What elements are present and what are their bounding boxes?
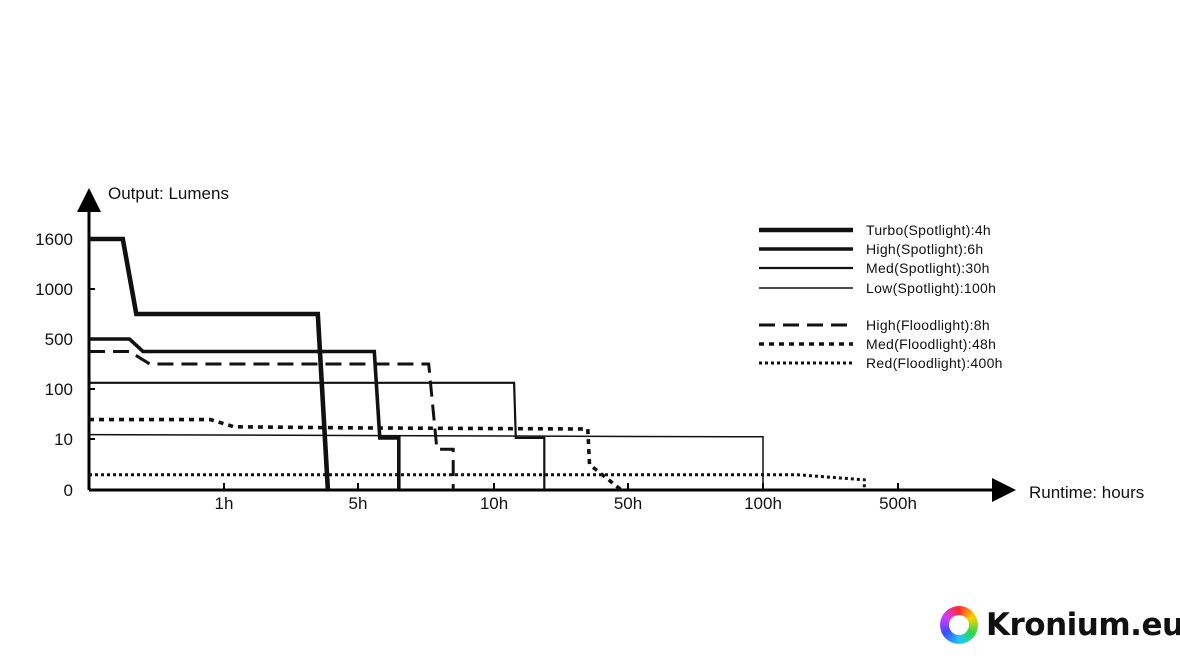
x-tick-label: 500h (879, 494, 917, 513)
ticks: 0 10 100 500 1000 1600 1h 5h 10h 50h 100h 500h (35, 230, 917, 513)
y-tick-label: 0 (64, 481, 73, 500)
series-line (89, 236, 331, 491)
legend-label: Med(Floodlight):48h (866, 336, 996, 352)
series-line (88, 433, 764, 490)
series-line (89, 417, 623, 492)
legend-label: High(Spotlight):6h (866, 241, 983, 257)
y-axis-arrow-icon (77, 188, 101, 212)
series-layer (88, 236, 866, 492)
x-axis-arrow-icon (992, 478, 1016, 502)
legend-label: Med(Spotlight):30h (866, 260, 990, 276)
x-tick-label: 50h (614, 494, 642, 513)
x-tick-label: 1h (215, 494, 234, 513)
series-line (89, 381, 546, 490)
x-tick-label: 100h (744, 494, 782, 513)
y-tick-label: 10 (54, 430, 73, 449)
x-axis-title: Runtime: hours (1029, 483, 1144, 502)
legend-label: Low(Spotlight):100h (866, 280, 996, 296)
x-tick-label: 5h (349, 494, 368, 513)
series-line (89, 337, 401, 490)
color-wheel-icon (940, 606, 978, 644)
series-line (89, 473, 866, 490)
y-tick-label: 1000 (35, 280, 73, 299)
x-tick-label: 10h (480, 494, 508, 513)
series-line (89, 350, 455, 490)
y-tick-label: 1600 (35, 230, 73, 249)
legend-label: High(Floodlight):8h (866, 317, 990, 333)
y-tick-label: 500 (45, 330, 73, 349)
brand-name: Kronium.eu (986, 607, 1180, 643)
legend-label: Turbo(Spotlight):4h (866, 222, 991, 238)
legend: Turbo(Spotlight):4h High(Spotlight):6h Med… (759, 222, 1003, 371)
axes (77, 188, 1016, 502)
brand-logo: Kronium.eu (940, 606, 1180, 644)
y-axis-title: Output: Lumens (108, 184, 229, 203)
y-tick-label: 100 (45, 380, 73, 399)
legend-label: Red(Floodlight):400h (866, 355, 1003, 371)
